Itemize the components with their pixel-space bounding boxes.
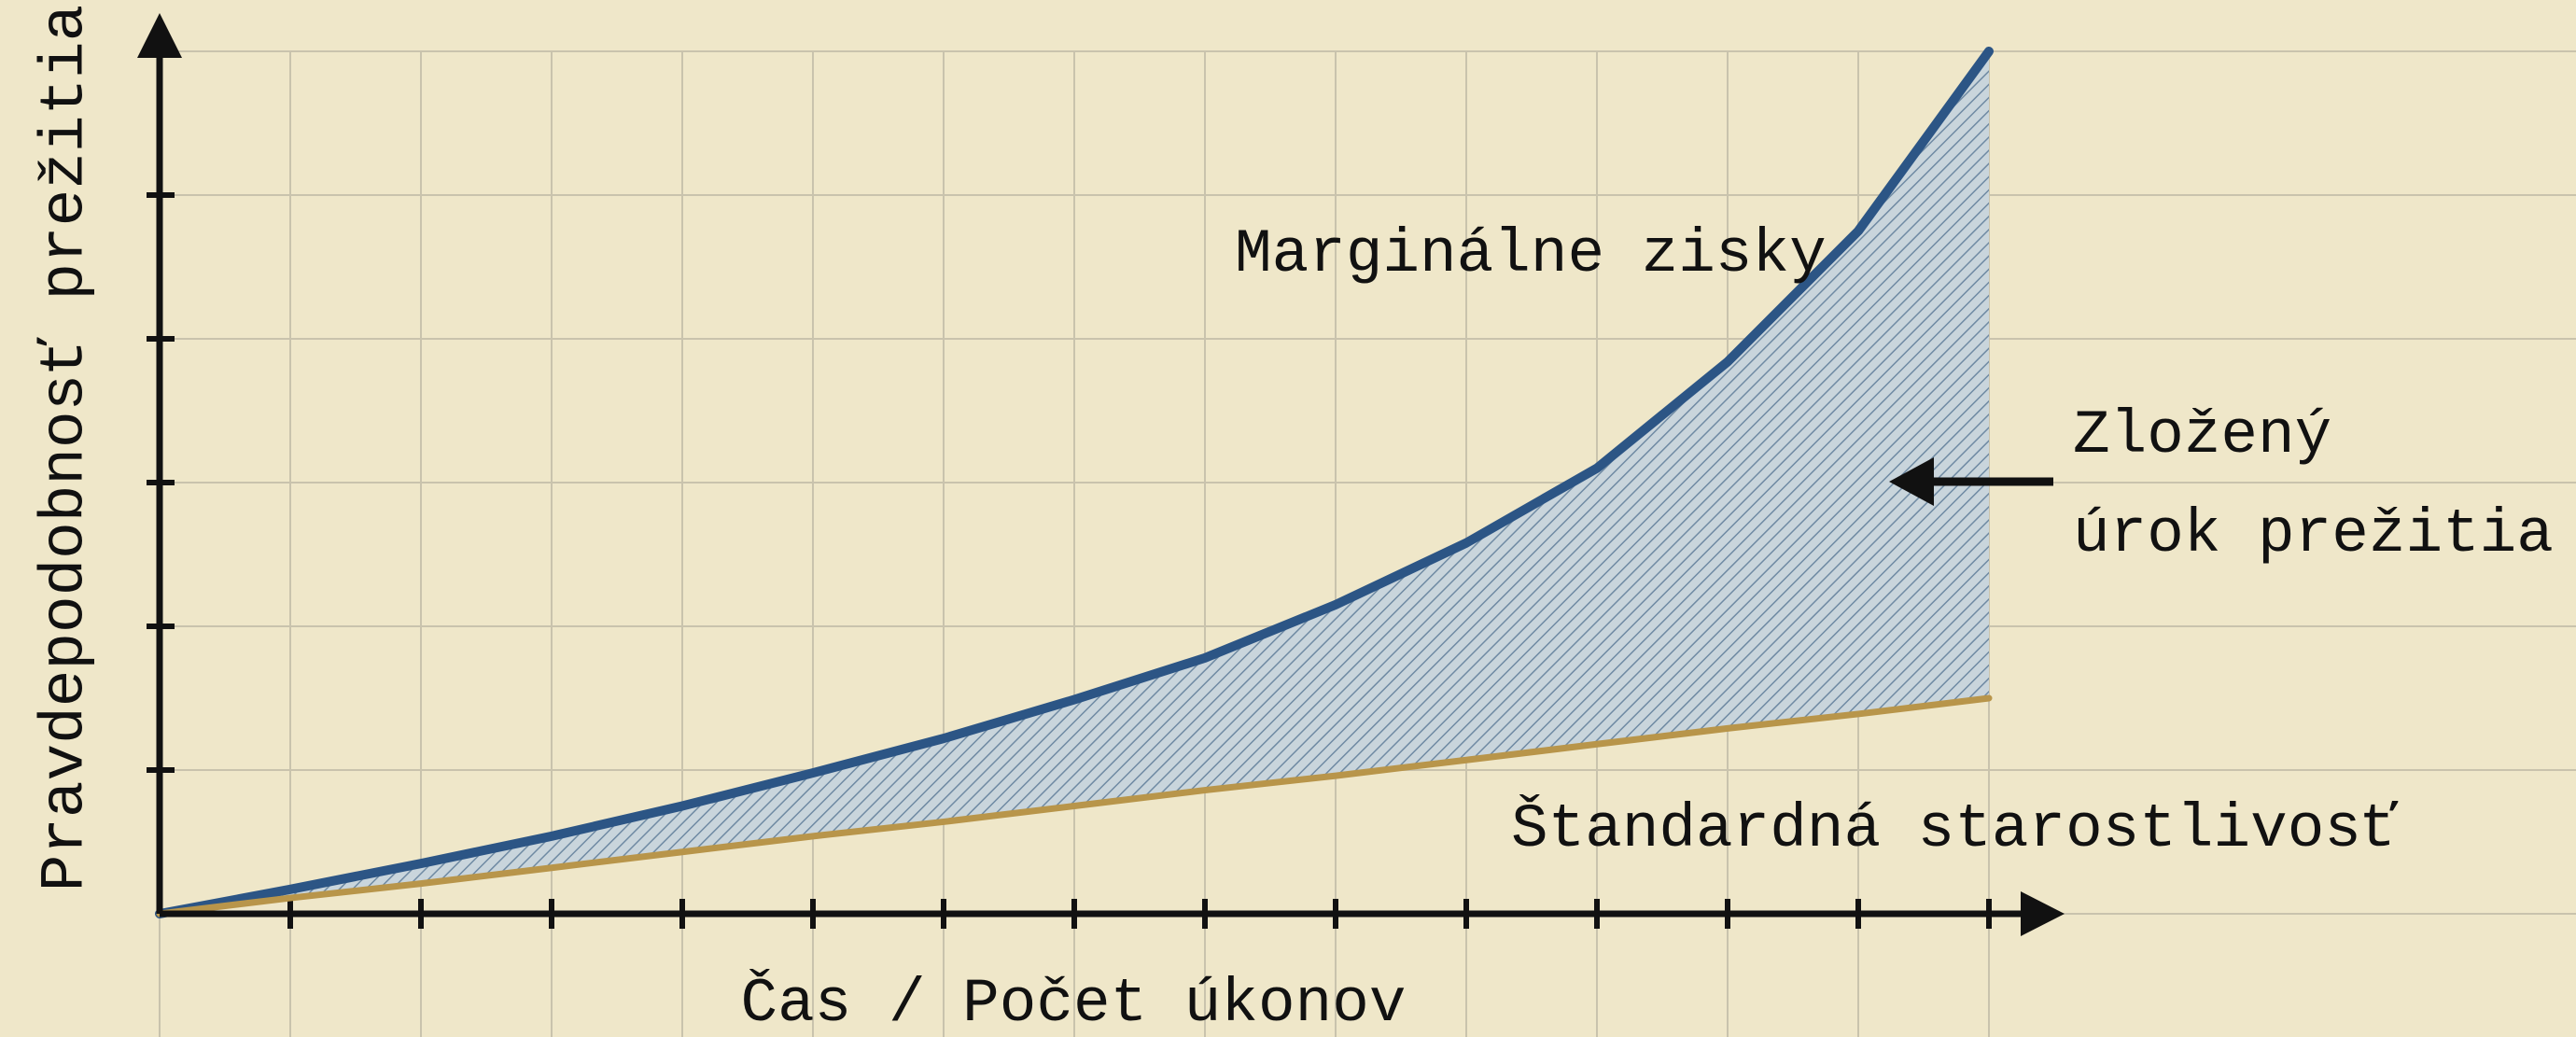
x-axis-label: Čas / Počet úkonov [741,968,1407,1037]
annotation: úrok prežitia [2073,499,2554,569]
series-label: Štandardná starostlivosť [1511,793,2399,864]
y-axis-label: Pravdepodobnosť prežitia [30,5,100,892]
annotation: Zložený [2073,400,2331,470]
series-label: Marginálne zisky [1235,219,1827,289]
chart: Pravdepodobnosť prežitia Čas / Počet úko… [0,0,2576,1037]
